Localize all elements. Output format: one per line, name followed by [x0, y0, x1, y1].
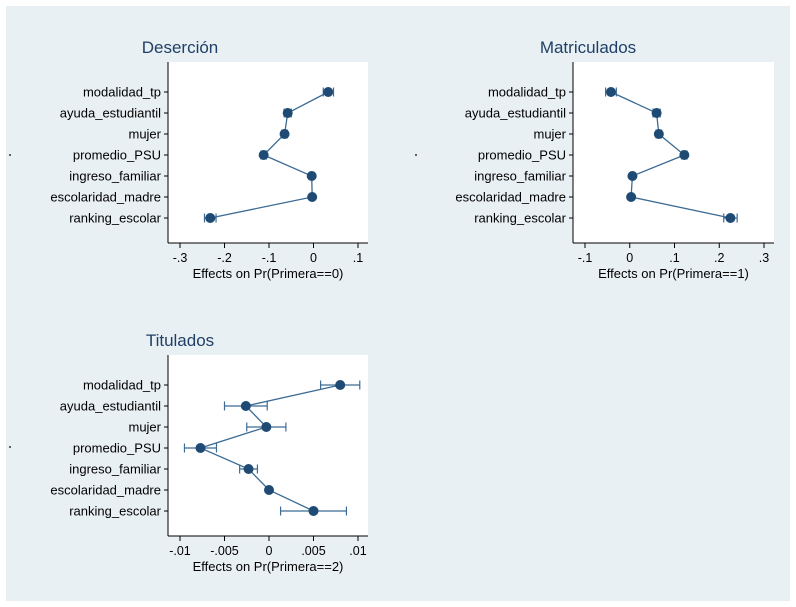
panel-2: Titulados modalidad_tp ayuda_estudiantilmu… — [50, 331, 368, 574]
y-tick-label: promedio_PSU — [478, 148, 566, 163]
plot-area — [168, 62, 368, 243]
x-tick-label: -.3 — [173, 251, 188, 265]
data-point — [261, 422, 272, 432]
data-point — [205, 213, 216, 223]
x-axis-label: Effects on Pr(Primera==1) — [598, 266, 749, 281]
x-tick-label: 0 — [310, 251, 317, 265]
y-tick-label: modalidad_tp — [488, 85, 566, 100]
x-tick-label: .1 — [353, 251, 363, 265]
data-point — [195, 443, 206, 453]
data-point — [725, 213, 736, 223]
chart-title: Deserción — [142, 38, 219, 57]
x-tick-label: .01 — [349, 544, 366, 558]
x-tick-label: 0 — [626, 251, 633, 265]
y-tick-label: ranking_escolar — [474, 211, 566, 226]
x-axis-label: Effects on Pr(Primera==0) — [193, 266, 344, 281]
stray-dot — [415, 154, 417, 156]
y-tick-label: modalidad_tp — [83, 378, 161, 393]
y-tick-label: ayuda_estudiantil — [465, 106, 566, 121]
y-tick-label: mujer — [533, 127, 566, 142]
panel-0: Deserción modalidad_tp ayuda_estudiantilmu… — [50, 38, 368, 281]
stray-dot — [9, 446, 11, 448]
x-tick-label: .005 — [301, 544, 325, 558]
chart-title: Titulados — [146, 331, 214, 350]
y-tick-label: mujer — [128, 127, 161, 142]
data-point — [243, 464, 254, 474]
x-axis-label: Effects on Pr(Primera==2) — [193, 559, 344, 574]
x-tick-label: .3 — [759, 251, 769, 265]
x-tick-label: -.2 — [217, 251, 232, 265]
y-tick-label: mujer — [128, 420, 161, 435]
y-tick-label: escolaridad_madre — [455, 190, 566, 205]
data-point — [679, 150, 690, 160]
data-point — [308, 506, 319, 516]
y-tick-label: ayuda_estudiantil — [60, 106, 161, 121]
y-tick-label: modalidad_tp — [83, 85, 161, 100]
y-tick-label: promedio_PSU — [73, 148, 161, 163]
y-tick-label: ranking_escolar — [69, 504, 161, 519]
data-point — [307, 192, 318, 202]
x-tick-label: 0 — [266, 544, 273, 558]
data-point — [282, 108, 293, 118]
x-tick-label: -.01 — [169, 544, 191, 558]
y-tick-label: ingreso_familiar — [474, 169, 566, 184]
y-tick-label: escolaridad_madre — [50, 190, 161, 205]
data-point — [651, 108, 662, 118]
x-tick-label: -.005 — [210, 544, 239, 558]
data-point — [323, 87, 334, 97]
y-tick-label: escolaridad_madre — [50, 483, 161, 498]
data-point — [264, 485, 274, 495]
y-tick-label: ingreso_familiar — [69, 169, 161, 184]
y-tick-label: ayuda_estudiantil — [60, 399, 161, 414]
y-tick-label: promedio_PSU — [73, 441, 161, 456]
x-tick-label: .2 — [714, 251, 724, 265]
data-point — [335, 380, 346, 390]
data-point — [626, 192, 637, 202]
x-tick-label: -.1 — [262, 251, 277, 265]
data-point — [240, 401, 251, 411]
panel-1: Matriculados modalidad_tp ayuda_estudianti… — [455, 38, 774, 281]
data-point — [306, 171, 317, 181]
data-point — [258, 150, 269, 160]
x-tick-label: .1 — [669, 251, 679, 265]
stray-dot — [9, 154, 11, 156]
chart-title: Matriculados — [540, 38, 636, 57]
plot-area — [573, 62, 774, 243]
x-tick-label: -.1 — [578, 251, 593, 265]
data-point — [279, 129, 290, 139]
y-tick-label: ranking_escolar — [69, 211, 161, 226]
y-tick-label: ingreso_familiar — [69, 462, 161, 477]
data-point — [627, 171, 638, 181]
data-point — [605, 87, 616, 97]
data-point — [653, 129, 664, 139]
